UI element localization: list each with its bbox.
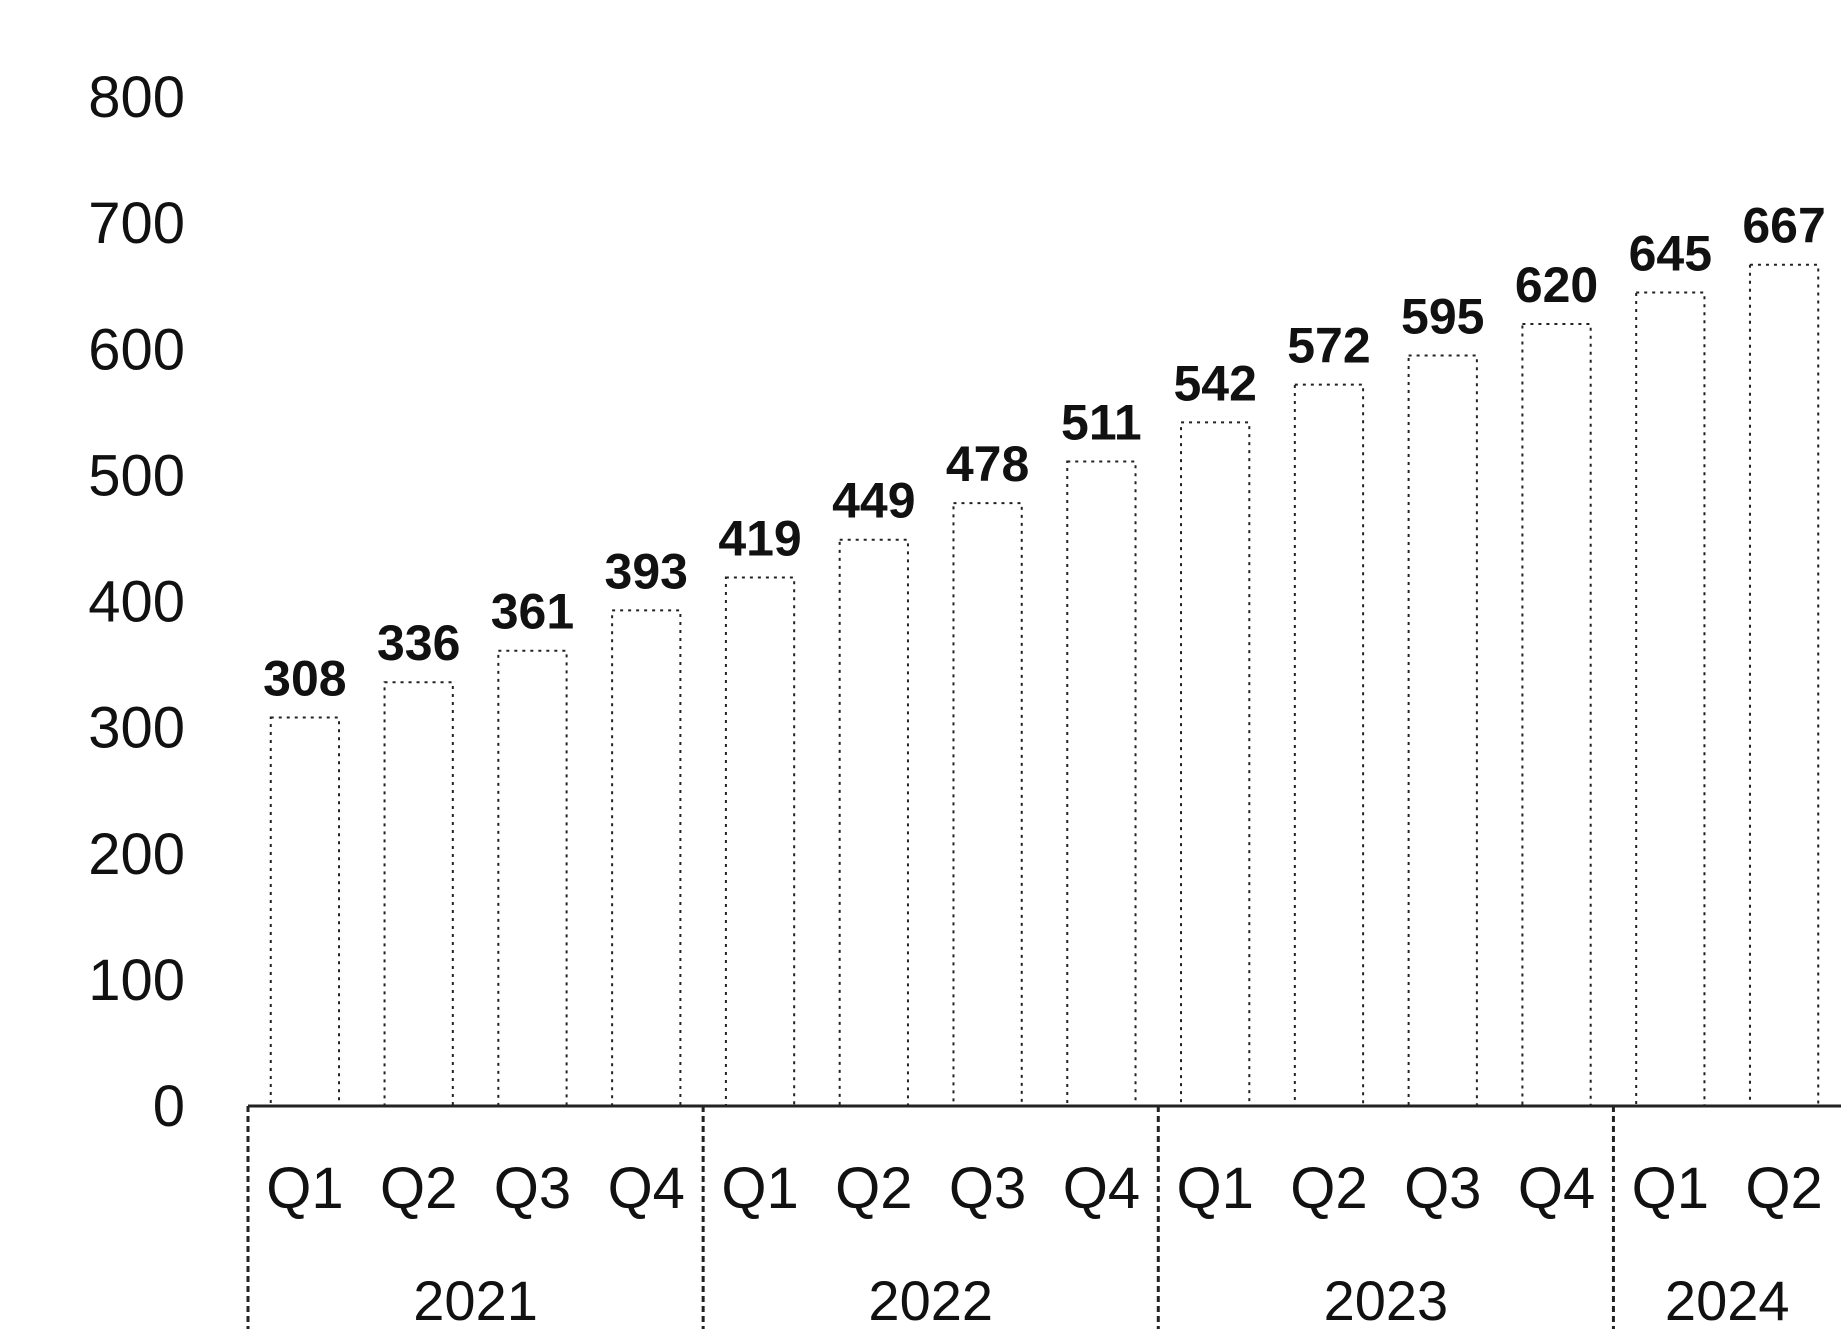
- x-group-label: 2021: [413, 1269, 538, 1329]
- bar: [952, 502, 1023, 1107]
- x-axis: Q1 Q2 Q3 Q4 Q1 Q2 Q3 Q4 Q1 Q2 Q3 Q4 Q1 Q2 2021 2022 2023…: [246, 1104, 1841, 1332]
- data-labels: 308 336 361 393 419 449 478 511 542 572 595 620 645 6…: [263, 198, 1826, 707]
- bar: [1748, 263, 1820, 1107]
- x-tick-label: Q1: [1632, 1156, 1709, 1221]
- x-tick-label: Q2: [835, 1156, 912, 1221]
- bar: [838, 538, 909, 1107]
- y-tick-label: 0: [153, 1074, 185, 1139]
- data-label: 393: [605, 543, 688, 599]
- y-axis: 0 100 200 300 400 500 600 700 800: [88, 65, 185, 1139]
- bar: [724, 576, 796, 1107]
- x-tick-label: Q4: [608, 1156, 685, 1221]
- bar: [1407, 354, 1478, 1107]
- bars: [269, 263, 1820, 1108]
- x-group-label: 2022: [868, 1269, 993, 1329]
- x-tick-label: Q2: [380, 1156, 457, 1221]
- data-label: 361: [491, 584, 574, 640]
- data-label: 667: [1742, 198, 1825, 254]
- bar: [383, 681, 454, 1107]
- data-label: 419: [718, 511, 801, 567]
- data-label: 308: [263, 651, 346, 707]
- y-tick-label: 700: [88, 191, 185, 256]
- bar: [1066, 460, 1137, 1108]
- x-tick-label: Q3: [1404, 1156, 1481, 1221]
- y-tick-label: 400: [88, 570, 185, 635]
- y-tick-label: 200: [88, 822, 185, 887]
- x-tick-label: Q4: [1063, 1156, 1140, 1221]
- data-label: 645: [1629, 225, 1712, 281]
- data-label: 449: [832, 473, 915, 529]
- x-tick-label: Q1: [266, 1156, 343, 1221]
- data-label: 478: [946, 436, 1029, 492]
- x-group-label: 2024: [1665, 1269, 1790, 1329]
- y-tick-label: 100: [88, 948, 185, 1013]
- bar: [269, 716, 341, 1107]
- x-tick-label: Q2: [1290, 1156, 1367, 1221]
- bar: [611, 609, 682, 1107]
- x-tick-label: Q4: [1518, 1156, 1595, 1221]
- bar: [1180, 421, 1251, 1107]
- bar: [1293, 383, 1365, 1107]
- x-tick-label: Q3: [949, 1156, 1026, 1221]
- bar: [497, 649, 568, 1107]
- y-tick-label: 500: [88, 443, 185, 508]
- bar: [1521, 323, 1592, 1107]
- data-label: 572: [1287, 318, 1370, 374]
- x-group-label: 2023: [1324, 1269, 1449, 1329]
- x-tick-label: Q2: [1745, 1156, 1822, 1221]
- y-tick-label: 300: [88, 696, 185, 761]
- x-tick-label: Q1: [721, 1156, 798, 1221]
- bar: [1635, 291, 1706, 1107]
- data-label: 620: [1515, 257, 1598, 313]
- x-tick-label: Q1: [1176, 1156, 1253, 1221]
- data-label: 595: [1401, 289, 1484, 345]
- data-label: 336: [377, 615, 460, 671]
- data-label: 542: [1173, 355, 1256, 411]
- y-tick-label: 800: [88, 65, 185, 130]
- data-label: 511: [1061, 395, 1142, 451]
- x-tick-label: Q3: [494, 1156, 571, 1221]
- y-tick-label: 600: [88, 317, 185, 382]
